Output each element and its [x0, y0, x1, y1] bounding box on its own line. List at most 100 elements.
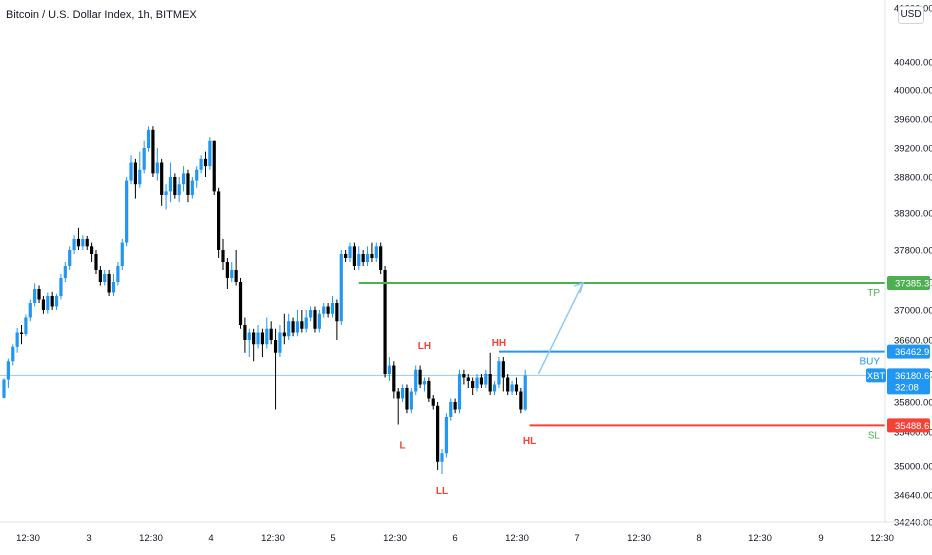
candle	[164, 184, 168, 210]
candle-body	[59, 278, 63, 296]
candle	[273, 328, 278, 410]
candle	[33, 283, 37, 307]
candle-body	[181, 173, 186, 185]
candle	[217, 187, 221, 258]
candle	[492, 381, 497, 395]
candle-body	[357, 254, 361, 266]
symbol-badge: XBT	[867, 371, 886, 382]
candle	[387, 357, 392, 381]
candle	[523, 369, 527, 411]
candle	[295, 310, 300, 337]
candle	[225, 258, 229, 289]
candle-body	[54, 296, 59, 307]
candle-body	[6, 361, 10, 380]
x-tick-label: 12:30	[139, 533, 163, 544]
candle	[265, 317, 269, 349]
candle	[199, 155, 203, 174]
candle-body	[247, 332, 251, 340]
candle-body	[427, 381, 431, 399]
candle	[221, 238, 225, 270]
candle-body	[309, 310, 313, 318]
y-tick-label: 40400.00	[894, 58, 932, 69]
candle	[501, 357, 505, 392]
candle-body	[68, 250, 72, 266]
candle-body	[313, 310, 317, 329]
candle	[449, 398, 453, 421]
candle	[269, 321, 273, 345]
candle	[41, 296, 46, 314]
candle	[129, 155, 133, 185]
candle-body	[15, 332, 19, 347]
candle-body	[103, 274, 107, 282]
candle	[444, 413, 448, 458]
swing-label-lh: LH	[418, 341, 431, 352]
candle	[15, 328, 19, 353]
x-tick-label: 6	[452, 533, 457, 544]
candle-body	[76, 238, 81, 247]
candle	[335, 299, 339, 340]
candle	[365, 246, 370, 266]
candle	[120, 238, 124, 270]
x-tick-label: 8	[696, 533, 701, 544]
candle	[28, 299, 32, 322]
candle-body	[260, 332, 265, 345]
candle	[208, 137, 212, 170]
candle	[453, 398, 457, 414]
chart-title: Bitcoin / U.S. Dollar Index, 1h, BITMEX	[6, 9, 197, 21]
candle	[81, 235, 85, 250]
candle-body	[488, 374, 492, 392]
candle-body	[265, 328, 269, 345]
y-tick-label: 35000.00	[894, 462, 932, 473]
candle-body	[523, 375, 527, 410]
candle	[146, 126, 151, 152]
candle-body	[365, 254, 370, 262]
candle	[234, 250, 238, 286]
candle	[282, 313, 286, 345]
candle	[466, 374, 470, 388]
candle	[344, 250, 348, 262]
candle	[138, 151, 142, 188]
candle	[50, 291, 54, 310]
candle-body	[133, 162, 137, 185]
candle	[212, 140, 216, 195]
candle-body	[98, 270, 102, 282]
candle-body	[374, 246, 378, 258]
candle-body	[326, 306, 330, 314]
candle-body	[501, 361, 505, 378]
candle-body	[352, 246, 356, 266]
candle-body	[107, 274, 111, 293]
candle	[72, 235, 76, 254]
candle	[436, 402, 440, 471]
current-price-badge-bg	[887, 368, 930, 395]
candle-body	[436, 405, 440, 462]
candle-body	[396, 391, 400, 399]
candle-body	[85, 238, 89, 247]
candle-body	[409, 391, 413, 410]
y-tick-label: 36600.00	[894, 336, 932, 347]
candle	[94, 250, 98, 274]
y-tick-label: 34640.00	[894, 491, 932, 502]
candle-body	[405, 388, 409, 410]
candle-body	[28, 303, 32, 318]
candle	[357, 246, 361, 270]
candle	[85, 235, 89, 250]
candle	[90, 242, 94, 262]
candle	[370, 242, 374, 262]
candle	[431, 395, 435, 410]
candle-body	[479, 377, 484, 385]
candle	[238, 278, 243, 329]
candle-body	[431, 398, 435, 406]
candle-body	[392, 365, 396, 392]
candle-body	[466, 377, 470, 381]
candle-body	[252, 332, 256, 345]
candle-body	[2, 379, 6, 398]
candle	[125, 177, 129, 247]
candle	[479, 374, 484, 388]
x-tick-label: 12:30	[383, 533, 407, 544]
candle-body	[295, 321, 300, 333]
candle-body	[361, 254, 365, 262]
x-tick-label: 4	[208, 533, 213, 544]
currency-selector[interactable]: USD	[898, 6, 924, 24]
